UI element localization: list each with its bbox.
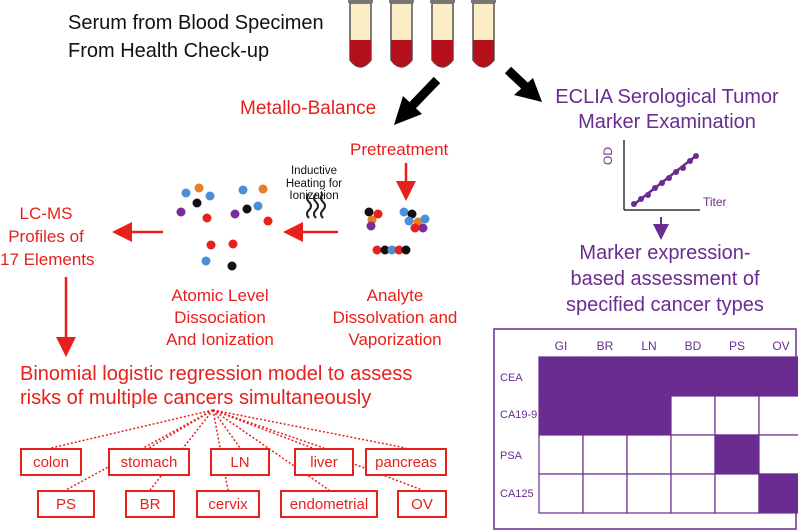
analyte-label: Analyte Dissolvation and Vaporization: [320, 285, 470, 351]
matrix-cell: [538, 434, 584, 475]
inductive-line: Inductive: [290, 165, 338, 177]
matrix-col-header: OV: [772, 339, 790, 353]
matrix-cell: [538, 356, 584, 397]
connector-line: [50, 409, 214, 449]
matrix-col-header: GI: [554, 339, 568, 353]
analyte-line: Dissolvation and: [332, 308, 458, 328]
matrix-cell: [626, 395, 672, 436]
cancer-box-ov: OV: [397, 490, 447, 518]
atomic-level-label: Atomic Level Dissociation And Ionization: [145, 285, 295, 351]
matrix-cell: [670, 395, 716, 436]
matrix-cell: [582, 356, 628, 397]
regression-model-label: Binomial logistic regression model to as…: [20, 362, 412, 410]
inductive-line: Heating for: [285, 177, 343, 190]
connector-line: [212, 409, 423, 491]
matrix-cell: [670, 473, 716, 514]
connector-line: [149, 409, 214, 491]
calibration-plot-icon: [623, 140, 700, 211]
matrix-cell: [538, 473, 584, 514]
matrix-cell: [714, 434, 760, 475]
eclia-line: Marker Examination: [578, 111, 756, 133]
pretreatment-label: Pretreatment: [350, 140, 449, 159]
matrix-cell: [714, 395, 760, 436]
header-line-2: From Health Check-up: [68, 40, 270, 62]
analyte-cluster-icon: [364, 207, 430, 255]
cancer-box-br: BR: [125, 490, 175, 518]
marker-matrix: [493, 328, 798, 530]
matrix-cell: [758, 395, 798, 436]
matrix-cell: [714, 473, 760, 514]
matrix-col-header: LN: [641, 339, 657, 353]
marker-line: based assessment of: [570, 268, 760, 290]
cancer-box-liver: liver: [294, 448, 354, 476]
dissociated-particles-icon: [176, 183, 273, 271]
analyte-line: Vaporization: [348, 330, 442, 350]
black-arrow-right-icon: [504, 66, 542, 102]
matrix-cell: [582, 395, 628, 436]
cancer-box-ps: PS: [37, 490, 95, 518]
matrix-row-header: CA19-9: [500, 409, 538, 421]
blood-tubes-icon: [348, 0, 496, 68]
eclia-title: ECLIA Serological Tumor Marker Examinati…: [538, 85, 796, 135]
cancer-box-endometrial: endometrial: [280, 490, 378, 518]
cancer-box-stomach: stomach: [108, 448, 190, 476]
matrix-col-header: BD: [684, 339, 702, 353]
lcms-line: 17 Elements: [0, 249, 95, 269]
atomic-line: Atomic Level: [171, 286, 269, 305]
blood-tube-icon: [389, 0, 414, 68]
header-line-1: Serum from Blood Specimen: [68, 12, 324, 34]
analyte-line: Analyte: [366, 286, 424, 305]
lcms-label: LC-MS Profiles of 17 Elements: [0, 203, 95, 272]
matrix-cell: [582, 434, 628, 475]
lcms-line: LC-MS: [19, 204, 73, 223]
connector-line: [212, 409, 241, 449]
heat-waves-icon: [306, 193, 326, 219]
matrix-row-header: CEA: [500, 372, 523, 384]
black-arrow-left-icon: [394, 76, 441, 125]
regression-line: Binomial logistic regression model to as…: [20, 363, 413, 385]
inductive-heating-label: Inductive Heating for Ionization: [276, 165, 352, 203]
cancer-box-colon: colon: [20, 448, 82, 476]
matrix-row-header: CA125: [500, 488, 534, 500]
connector-line: [148, 409, 214, 449]
matrix-cell: [582, 473, 628, 514]
connector-line: [212, 409, 407, 449]
plot-y-axis-label: OD: [601, 147, 615, 165]
atomic-line: Dissociation: [174, 308, 266, 328]
atomic-line: And Ionization: [166, 330, 274, 350]
matrix-cell: [714, 356, 760, 397]
cancer-box-ln: LN: [210, 448, 270, 476]
matrix-cell: [758, 473, 798, 514]
connector-line: [212, 409, 330, 491]
plot-x-axis-label: Titer: [703, 195, 727, 209]
regression-line: risks of multiple cancers simultaneously: [20, 387, 372, 409]
matrix-cell: [670, 434, 716, 475]
eclia-line: ECLIA Serological Tumor: [555, 86, 779, 108]
cancer-box-pancreas: pancreas: [365, 448, 447, 476]
lcms-line: Profiles of: [8, 226, 84, 246]
metallo-balance-title: Metallo-Balance: [240, 98, 377, 119]
matrix-col-header: BR: [596, 339, 614, 353]
blood-tube-icon: [430, 0, 455, 68]
matrix-row-header: PSA: [500, 450, 523, 462]
blood-tube-icon: [471, 0, 496, 68]
marker-assessment-title: Marker expression- based assessment of s…: [540, 240, 790, 318]
matrix-cell: [626, 473, 672, 514]
matrix-cell: [758, 434, 798, 475]
connector-line: [212, 409, 325, 449]
matrix-cell: [538, 395, 584, 436]
blood-tube-icon: [348, 0, 373, 68]
matrix-cell: [670, 356, 716, 397]
matrix-cell: [626, 434, 672, 475]
matrix-cell: [758, 356, 798, 397]
marker-line: specified cancer types: [566, 294, 764, 316]
cancer-box-cervix: cervix: [196, 490, 260, 518]
marker-line: Marker expression-: [579, 242, 751, 264]
matrix-col-header: PS: [728, 339, 745, 353]
matrix-cell: [626, 356, 672, 397]
inductive-line: Ionization: [289, 190, 339, 203]
